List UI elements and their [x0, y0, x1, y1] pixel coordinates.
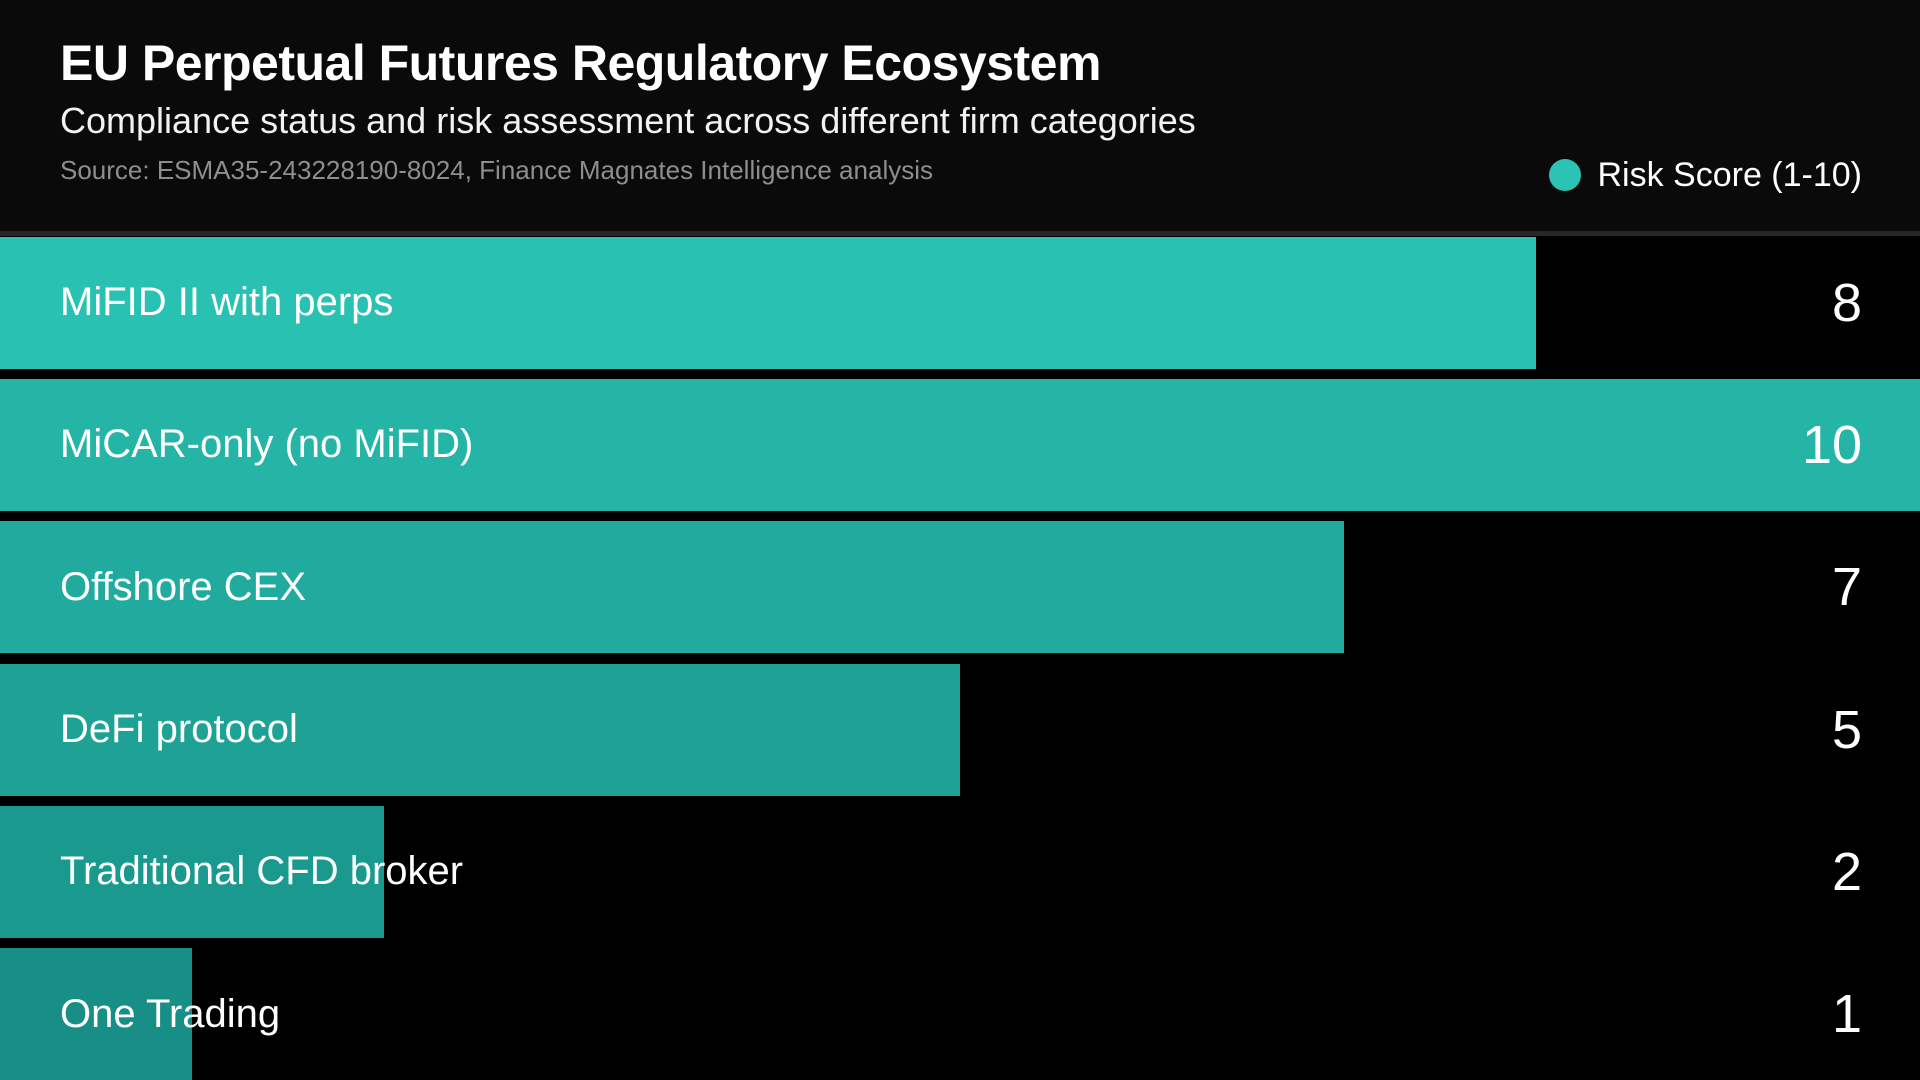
- bar-value-label: 2: [1831, 841, 1862, 902]
- bar-row: One Trading 1: [0, 948, 1920, 1080]
- bar-row: DeFi protocol 5: [0, 663, 1920, 806]
- risk-score-bar: [0, 236, 1536, 369]
- bar-chart: MiFID II with perps 8 MiCAR-only (no MiFID…: [0, 236, 1920, 1080]
- risk-score-bar: [0, 521, 1344, 654]
- bar-value-label: 7: [1831, 557, 1862, 618]
- bar-row: Traditional CFD broker 2: [0, 805, 1920, 948]
- bar-row: MiFID II with perps 8: [0, 236, 1920, 379]
- legend: Risk Score (1-10): [1549, 155, 1862, 195]
- risk-score-bar: [0, 948, 192, 1080]
- bar-value-label: 5: [1831, 699, 1862, 760]
- chart-title: EU Perpetual Futures Regulatory Ecosyste…: [60, 35, 1101, 91]
- bar-category-label: DeFi protocol: [60, 707, 298, 752]
- bar-row: Offshore CEX 7: [0, 521, 1920, 663]
- bar-value-label: 8: [1831, 272, 1862, 333]
- risk-score-bar: [0, 378, 1920, 511]
- bar-category-label: Offshore CEX: [60, 564, 307, 609]
- chart-subtitle: Compliance status and risk assessment ac…: [60, 100, 1196, 141]
- bar-value-label: 1: [1831, 984, 1862, 1045]
- bar-category-label: MiCAR-only (no MiFID): [60, 422, 474, 467]
- legend-label: Risk Score (1-10): [1597, 155, 1862, 194]
- risk-score-bar: [0, 805, 384, 938]
- legend-dot-icon: [1549, 159, 1582, 191]
- plot-top-rule: [0, 231, 1920, 236]
- bar-category-label: Traditional CFD broker: [60, 849, 464, 894]
- source-note: Source: ESMA35-243228190-8024, Finance M…: [60, 155, 933, 185]
- bar-category-label: One Trading: [60, 991, 281, 1036]
- risk-score-bar: [0, 663, 960, 796]
- bar-value-label: 10: [1801, 414, 1862, 475]
- chart-header: EU Perpetual Futures Regulatory Ecosyste…: [0, 0, 1920, 231]
- bar-row: MiCAR-only (no MiFID) 10: [0, 378, 1920, 521]
- bar-category-label: MiFID II with perps: [60, 280, 394, 325]
